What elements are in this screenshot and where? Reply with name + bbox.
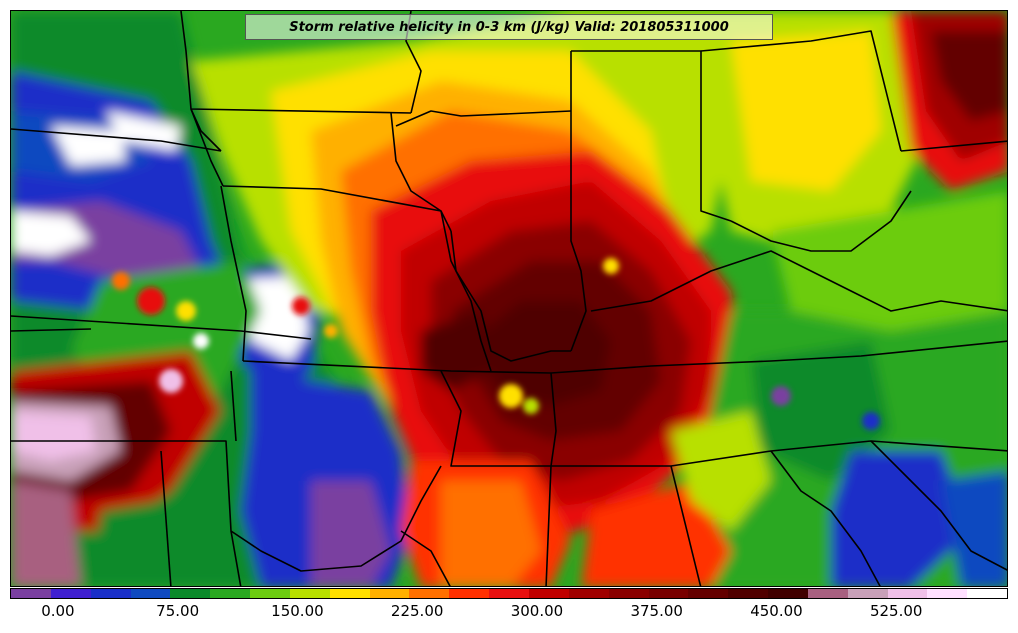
colorbar-segment: [369, 589, 410, 598]
colorbar-segment: [250, 589, 290, 598]
colorbar-segment: [728, 589, 769, 598]
helicity-map: [10, 10, 1008, 587]
map-title-text: Storm relative helicity in 0-3 km (J/kg)…: [289, 19, 729, 35]
colorbar-segment: [130, 589, 171, 598]
colorbar-segment: [927, 589, 968, 598]
colorbar-tick-label: 150.00: [271, 602, 324, 620]
colorbar-tick-label: 300.00: [510, 602, 564, 620]
colorbar-tick-label: 375.00: [630, 602, 683, 620]
colorbar-segment: [688, 589, 729, 598]
colorbar-segment: [528, 589, 569, 598]
colorbar-tick-label: 525.00: [869, 602, 923, 620]
colorbar-tick-label: 75.00: [156, 602, 200, 620]
colorbar-segment: [489, 589, 529, 598]
map-title: Storm relative helicity in 0-3 km (J/kg)…: [245, 14, 773, 40]
helicity-field: [11, 11, 1007, 586]
colorbar-segment: [768, 589, 808, 598]
colorbar-segment: [449, 589, 490, 598]
helicity-map-canvas: [11, 11, 1007, 586]
colorbar-segment: [847, 589, 888, 598]
colorbar-segment: [289, 589, 330, 598]
colorbar-segment: [608, 589, 649, 598]
colorbar-segment: [409, 589, 450, 598]
colorbar-segment: [648, 589, 689, 598]
colorbar-tick-label: 225.00: [390, 602, 444, 620]
colorbar-segment: [887, 589, 928, 598]
colorbar-segment: [11, 589, 51, 598]
colorbar-ticks: 0.00 75.00 150.00 225.00 300.00 375.00 450.00 5…: [10, 600, 1008, 630]
colorbar-segment: [807, 589, 848, 598]
colorbar-segment: [90, 589, 131, 598]
colorbar-tick-label: 450.00: [750, 602, 803, 620]
colorbar-segment: [170, 589, 211, 598]
state-borders: [11, 11, 1007, 586]
colorbar-segment: [967, 589, 1008, 598]
helicity-speckle: [112, 258, 880, 430]
colorbar-segment: [329, 589, 370, 598]
colorbar-segment: [568, 589, 609, 598]
colorbar-segment: [210, 589, 251, 598]
colorbar-segment: [50, 589, 91, 598]
colorbar: [10, 588, 1008, 599]
colorbar-tick-label: 0.00: [41, 602, 75, 620]
